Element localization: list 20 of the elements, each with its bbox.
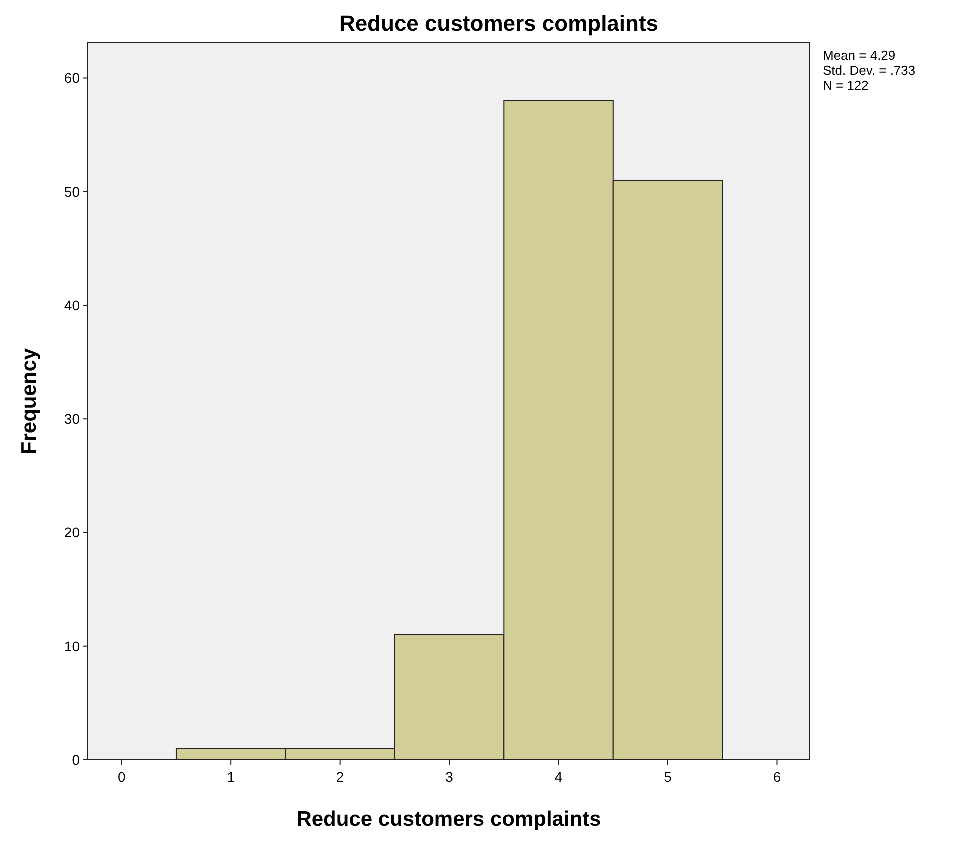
text: N = 122 xyxy=(823,78,869,93)
y-tick-label: 50 xyxy=(64,184,80,200)
x-tick-label: 5 xyxy=(664,769,672,785)
y-axis-title: Frequency xyxy=(18,348,41,455)
text: Mean = 4.29 xyxy=(823,48,896,63)
x-tick-label: 2 xyxy=(336,769,344,785)
chart-title: Reduce customers complaints xyxy=(339,11,659,36)
x-tick-label: 1 xyxy=(227,769,236,785)
y-tick-label: 0 xyxy=(72,752,80,768)
y-tick-label: 20 xyxy=(64,524,80,541)
x-tick-label: 4 xyxy=(554,769,563,785)
y-tick-label: 40 xyxy=(64,297,80,314)
text: Std. Dev. = .733 xyxy=(823,63,916,78)
y-tick-label: 30 xyxy=(64,411,80,428)
y-tick-label: 60 xyxy=(64,70,80,86)
x-tick-label: 6 xyxy=(773,769,782,785)
x-tick-label: 0 xyxy=(118,769,126,785)
x-axis-title: Reduce customers complaints xyxy=(296,808,602,831)
x-tick-label: 3 xyxy=(446,769,454,785)
y-tick-label: 10 xyxy=(64,638,80,654)
